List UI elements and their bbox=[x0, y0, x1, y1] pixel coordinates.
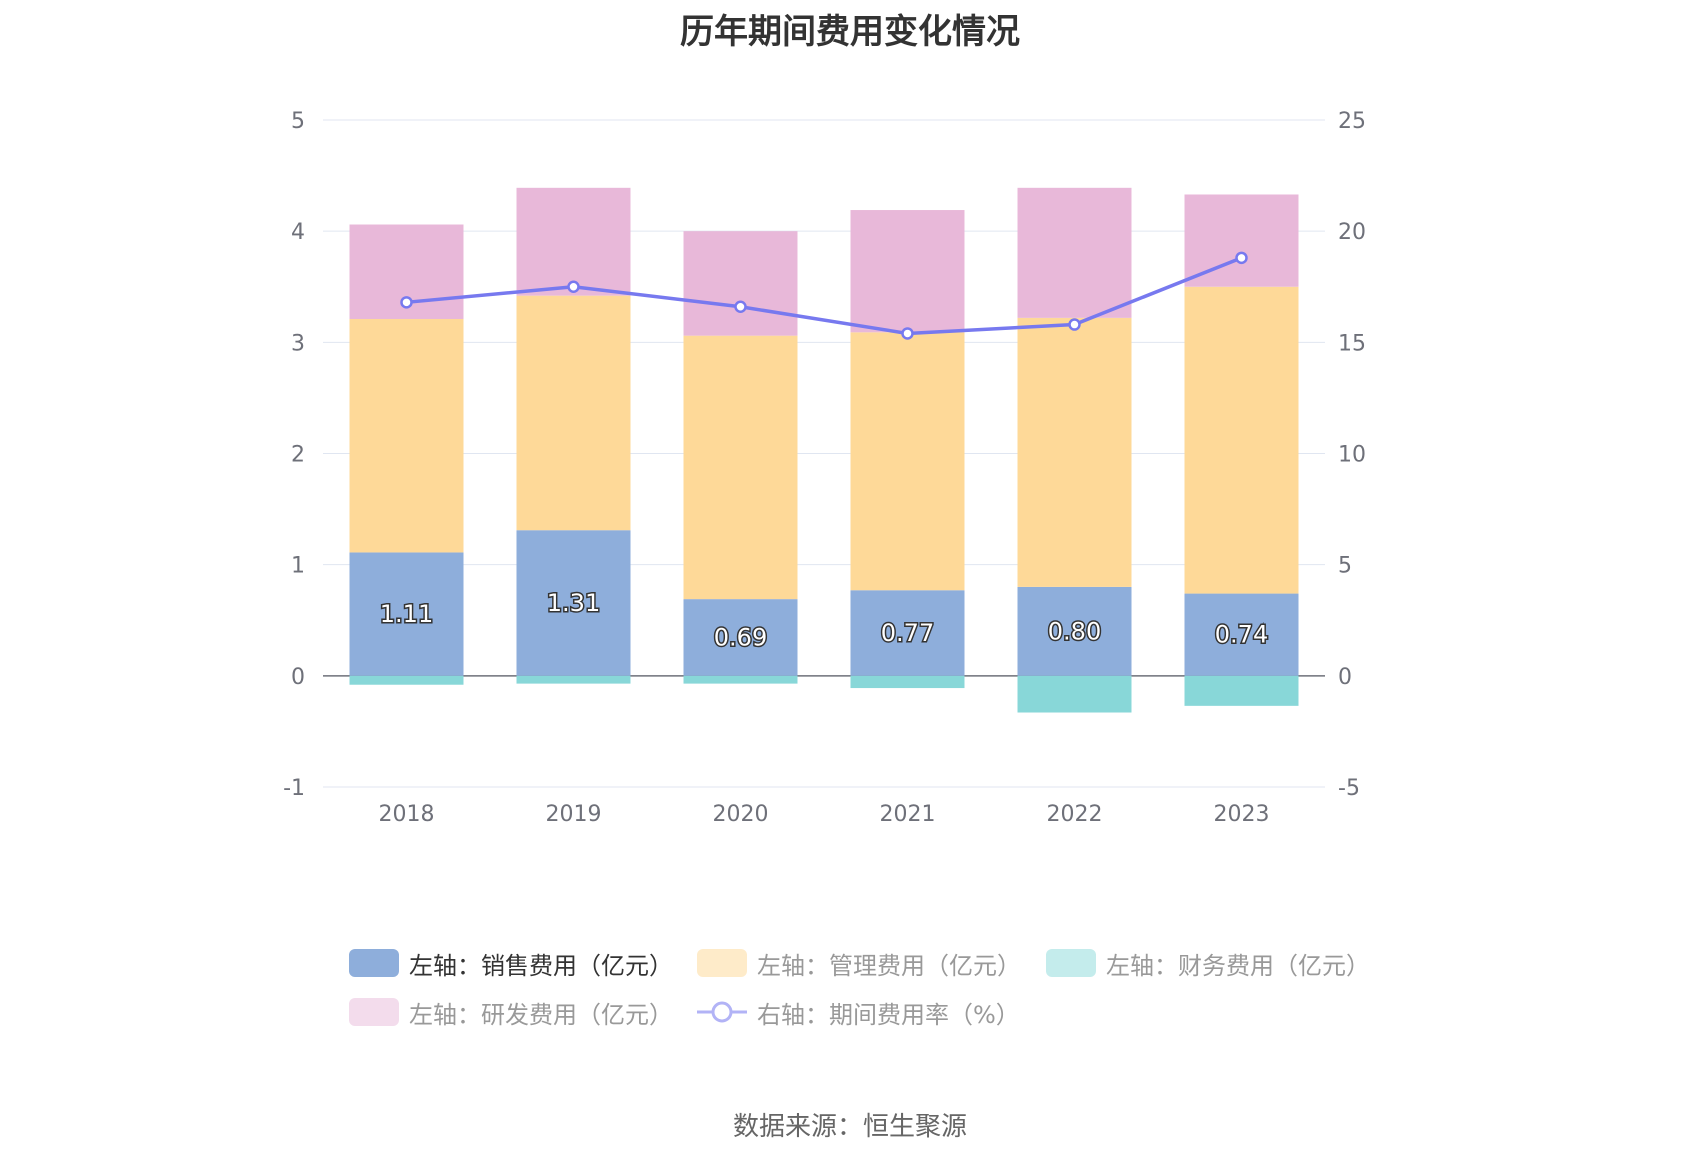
bar-0-2022 bbox=[1017, 586, 1132, 676]
left-axis-tick: -1 bbox=[283, 776, 305, 801]
chart-title: 历年期间费用变化情况 bbox=[680, 12, 1020, 52]
right-axis-tick: 5 bbox=[1338, 554, 1352, 579]
legend-swatch-admin bbox=[697, 949, 747, 977]
rate-line bbox=[406, 256, 1243, 336]
legend-swatch-finance bbox=[1046, 949, 1096, 977]
bar-2-2020 bbox=[683, 675, 798, 684]
right-axis-tick: -5 bbox=[1338, 776, 1360, 801]
legend-swatch-rd bbox=[349, 998, 399, 1026]
rate-point-2018 bbox=[400, 296, 413, 309]
left-axis-tick: 3 bbox=[291, 331, 305, 356]
bar-2-2019 bbox=[516, 675, 631, 684]
data-label: 1.31 bbox=[547, 589, 600, 617]
bar-0-2019 bbox=[516, 530, 631, 676]
bar-0-2023 bbox=[1184, 593, 1299, 676]
bar-1-2018 bbox=[349, 318, 464, 553]
legend-label-rd: 左轴：研发费用（亿元） bbox=[409, 1000, 673, 1029]
x-axis-tick: 2022 bbox=[1047, 802, 1103, 827]
legend-item-rate[interactable]: 右轴：期间费用率（%） bbox=[697, 994, 1020, 1030]
bar-2-2021 bbox=[850, 675, 965, 689]
bar-1-2020 bbox=[683, 335, 798, 600]
bar-3-2019 bbox=[516, 187, 631, 296]
left-axis-tick: 1 bbox=[291, 554, 305, 579]
legend-line-marker-icon bbox=[697, 1001, 747, 1023]
x-axis-tick: 2023 bbox=[1214, 802, 1270, 827]
source-note: 数据来源：恒生聚源 bbox=[732, 1112, 967, 1142]
right-axis-tick: 20 bbox=[1338, 220, 1366, 245]
data-label: 0.69 bbox=[714, 623, 767, 651]
bar-2-2018 bbox=[349, 675, 464, 685]
legend-item-sales[interactable]: 左轴：销售费用（亿元） bbox=[349, 945, 673, 981]
left-axis-tick: 2 bbox=[291, 443, 305, 468]
bar-1-2019 bbox=[516, 295, 631, 531]
x-axis-tick: 2021 bbox=[880, 802, 936, 827]
legend-item-rd[interactable]: 左轴：研发费用（亿元） bbox=[349, 994, 673, 1030]
bar-0-2021 bbox=[850, 590, 965, 676]
data-label: 0.77 bbox=[881, 619, 934, 647]
data-label: 1.11 bbox=[380, 600, 433, 628]
legend-item-finance[interactable]: 左轴：财务费用（亿元） bbox=[1046, 945, 1370, 981]
left-axis-tick: 0 bbox=[291, 665, 305, 690]
x-axis-tick: 2018 bbox=[379, 802, 435, 827]
bar-2-2022 bbox=[1017, 675, 1132, 713]
rate-point-2023 bbox=[1235, 251, 1248, 265]
rate-point-2020 bbox=[734, 300, 747, 314]
right-axis-tick: 25 bbox=[1338, 109, 1366, 134]
rate-point-2019 bbox=[567, 280, 580, 293]
bar-2-2023 bbox=[1184, 675, 1299, 706]
bar-0-2018 bbox=[349, 552, 464, 676]
legend-item-admin[interactable]: 左轴：管理费用（亿元） bbox=[697, 945, 1021, 981]
rate-point-2022 bbox=[1068, 318, 1081, 331]
bar-3-2020 bbox=[683, 231, 798, 336]
right-axis-tick: 10 bbox=[1338, 443, 1366, 468]
left-axis-tick: 5 bbox=[291, 109, 305, 134]
legend-label-admin: 左轴：管理费用（亿元） bbox=[757, 951, 1021, 980]
data-label: 0.80 bbox=[1048, 617, 1101, 645]
right-axis-tick: 0 bbox=[1338, 665, 1352, 690]
rate-point-2021 bbox=[901, 327, 914, 340]
bar-1-2023 bbox=[1184, 286, 1299, 594]
bar-1-2021 bbox=[850, 332, 965, 591]
bar-1-2022 bbox=[1017, 317, 1132, 587]
bar-0-2020 bbox=[683, 599, 798, 676]
x-axis-tick: 2019 bbox=[546, 802, 602, 827]
x-axis-tick: 2020 bbox=[713, 802, 769, 827]
legend-label-finance: 左轴：财务费用（亿元） bbox=[1106, 951, 1370, 980]
data-label: 0.74 bbox=[1215, 621, 1268, 649]
right-axis-tick: 15 bbox=[1338, 331, 1366, 356]
bar-3-2021 bbox=[850, 210, 965, 333]
left-axis-tick: 4 bbox=[291, 220, 305, 245]
legend-swatch-sales bbox=[349, 949, 399, 977]
legend-label-sales: 左轴：销售费用（亿元） bbox=[409, 951, 673, 980]
bar-3-2022 bbox=[1017, 187, 1132, 318]
legend-label-rate: 右轴：期间费用率（%） bbox=[757, 1000, 1020, 1029]
